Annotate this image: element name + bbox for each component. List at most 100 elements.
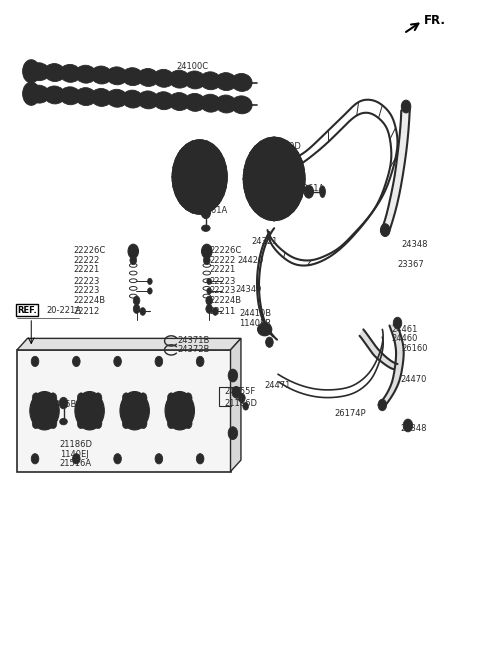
Circle shape [195,171,204,183]
Ellipse shape [122,68,143,86]
Circle shape [201,206,211,218]
Ellipse shape [129,404,140,418]
Ellipse shape [29,85,49,103]
Ellipse shape [120,391,149,430]
Polygon shape [388,361,397,369]
Circle shape [206,185,211,193]
Circle shape [95,419,102,429]
Polygon shape [264,228,274,244]
Text: 22224B: 22224B [73,296,105,305]
Circle shape [378,399,386,411]
Polygon shape [374,349,385,361]
Circle shape [31,357,39,366]
Text: 24361A: 24361A [195,206,227,214]
Circle shape [196,453,204,464]
Polygon shape [17,350,230,472]
Text: 24470: 24470 [400,375,427,384]
Polygon shape [386,196,399,215]
Ellipse shape [39,404,50,418]
Circle shape [168,419,175,429]
Text: 1140ER: 1140ER [239,318,271,328]
Circle shape [188,162,193,169]
Ellipse shape [216,72,237,90]
Circle shape [182,154,217,200]
Circle shape [206,304,213,313]
Text: 24355F: 24355F [225,387,256,396]
Text: 22226C: 22226C [73,246,105,255]
Text: 22222: 22222 [73,256,99,265]
Ellipse shape [60,65,81,82]
Ellipse shape [258,323,272,336]
Circle shape [122,419,130,429]
Circle shape [265,337,273,348]
Text: 24461: 24461 [392,325,418,334]
Text: 26174P: 26174P [335,410,367,419]
Circle shape [172,140,227,214]
Polygon shape [367,339,378,355]
Circle shape [207,287,212,294]
Ellipse shape [125,398,144,424]
Text: 21186D: 21186D [60,440,93,449]
Text: 24420: 24420 [238,256,264,266]
Polygon shape [266,328,277,340]
Circle shape [31,453,39,464]
Ellipse shape [44,86,65,104]
Text: FR.: FR. [424,14,445,27]
Circle shape [403,419,413,432]
Text: 24372B: 24372B [178,346,210,355]
Ellipse shape [231,96,252,114]
Circle shape [381,224,390,236]
Circle shape [263,163,286,194]
Ellipse shape [200,94,221,112]
Ellipse shape [138,68,158,87]
Text: 22221: 22221 [209,266,235,275]
Polygon shape [262,317,269,331]
Circle shape [122,393,130,403]
Text: 22223: 22223 [73,286,99,295]
Circle shape [155,453,163,464]
Polygon shape [397,131,408,154]
Circle shape [255,153,293,205]
Text: 24361A: 24361A [292,184,324,193]
Circle shape [139,393,147,403]
Circle shape [239,393,245,402]
Circle shape [147,287,152,294]
Text: 22224B: 22224B [209,296,241,305]
Ellipse shape [107,67,127,85]
Text: 24348: 24348 [400,424,427,433]
Text: REF.: REF. [17,306,37,315]
Text: 22221: 22221 [73,266,99,275]
Polygon shape [389,323,401,340]
Polygon shape [360,329,371,346]
Text: 22223: 22223 [209,286,236,295]
Circle shape [184,393,192,403]
Ellipse shape [80,398,99,424]
Text: 22223: 22223 [209,277,236,286]
Ellipse shape [231,74,252,91]
Circle shape [184,419,192,429]
Text: 22211: 22211 [209,307,235,316]
Text: 1140EJ: 1140EJ [60,450,88,459]
Polygon shape [395,352,404,369]
Circle shape [168,393,175,403]
Ellipse shape [184,71,205,89]
Polygon shape [230,339,241,472]
Circle shape [401,100,411,113]
Circle shape [133,296,140,305]
Ellipse shape [202,225,210,231]
Ellipse shape [30,391,59,430]
Text: 24410B: 24410B [239,309,271,318]
Ellipse shape [200,72,221,90]
Circle shape [228,369,238,382]
Polygon shape [392,368,402,382]
Circle shape [196,357,204,366]
Text: 23367: 23367 [397,260,424,269]
Circle shape [59,397,68,409]
Ellipse shape [169,70,190,88]
Ellipse shape [138,91,158,109]
Circle shape [207,278,212,285]
Circle shape [243,137,305,220]
Circle shape [72,453,80,464]
Polygon shape [400,109,410,133]
Circle shape [232,386,240,398]
